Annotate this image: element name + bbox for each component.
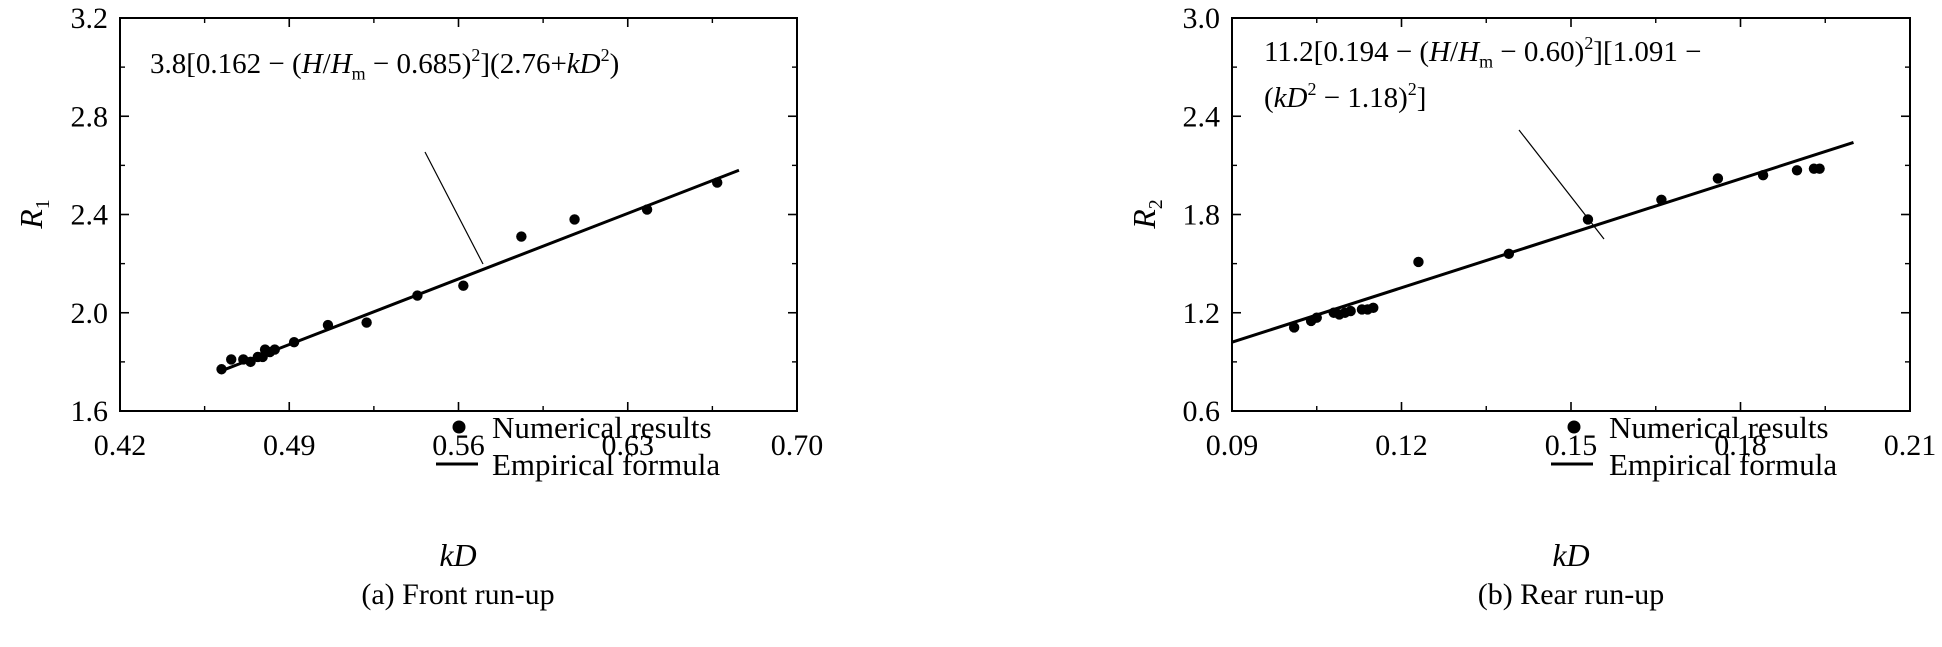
y-tick-label: 2.4 (1183, 100, 1221, 133)
formula-fragment: ( (1264, 82, 1274, 114)
data-point (1345, 305, 1356, 317)
y-axis-label-main: R (13, 209, 49, 230)
data-point (226, 354, 237, 365)
formula-fragment: m (1479, 51, 1493, 71)
formula-fragment: 11.2[0.194 − ( (1264, 36, 1429, 68)
formula-fragment: / (1450, 36, 1459, 68)
formula-fragment: ) (610, 48, 620, 80)
annotation-leader-line (1518, 129, 1605, 240)
y-axis-label-main: R (1126, 209, 1162, 230)
empirical-formula-line (218, 168, 740, 374)
formula-annotation-line: (kD2​ − 1.18)2​] (1264, 79, 1426, 114)
formula-fragment: 2 (1408, 79, 1417, 99)
plot-frame (1231, 17, 1911, 412)
formula-fragment: 2 (1308, 79, 1317, 99)
legend-label-line: Empirical formula (492, 447, 720, 482)
formula-fragment: ][1.091 − (1593, 36, 1701, 68)
y-tick-label: 1.6 (71, 395, 109, 428)
x-tick-label: 0.09 (1206, 429, 1259, 462)
legend-label-points: Numerical results (1609, 410, 1829, 445)
formula-fragment: kD (567, 48, 601, 80)
y-tick-label: 1.8 (1183, 199, 1221, 232)
y-tick-label: 2.4 (71, 199, 109, 232)
formula-fragment: ](2.76+ (480, 48, 566, 80)
data-point (1712, 173, 1724, 184)
data-point (1288, 322, 1300, 333)
data-point (458, 280, 469, 291)
y-tick-label: 2.8 (71, 100, 109, 133)
data-point (569, 214, 580, 225)
x-tick-label: 0.49 (263, 429, 316, 462)
formula-fragment: − 1.18) (1316, 82, 1407, 114)
formula-fragment: 2 (601, 45, 610, 65)
x-axis-label: kD (439, 537, 476, 573)
data-point (1814, 163, 1825, 174)
panel-caption: (b) Rear run-up (1478, 578, 1665, 611)
x-tick-label: 0.21 (1884, 429, 1937, 462)
x-tick-label: 0.56 (432, 429, 485, 462)
data-point (1368, 302, 1379, 314)
formula-fragment: 3.8[0.162 − ( (150, 48, 302, 80)
x-tick-label: 0.42 (94, 429, 147, 462)
legend-label-line: Empirical formula (1609, 447, 1837, 482)
formula-fragment: H (1428, 36, 1452, 68)
formula-fragment: ] (1417, 82, 1427, 114)
formula-annotation-line: 11.2[0.194 − (H/Hm​ − 0.60)2​][1.091 − (1264, 33, 1701, 72)
x-tick-label: 0.70 (771, 429, 824, 462)
y-tick-label: 0.6 (1183, 395, 1221, 428)
legend-label-points: Numerical results (492, 410, 712, 445)
x-axis-label: kD (1552, 537, 1589, 573)
formula-fragment: 2 (1584, 33, 1593, 53)
formula-fragment: H (301, 48, 325, 80)
x-tick-label: 0.18 (1714, 429, 1767, 462)
legend-marker-points (452, 420, 466, 434)
y-axis-label-sub: 1 (32, 199, 54, 209)
x-tick-label: 0.15 (1545, 429, 1598, 462)
data-point (361, 317, 372, 328)
formula-fragment: / (323, 48, 332, 80)
annotation-leader-line (424, 151, 484, 265)
data-point (516, 231, 527, 242)
formula-fragment: kD (1274, 82, 1308, 114)
x-tick-label: 0.63 (602, 429, 655, 462)
panel-caption: (a) Front run-up (361, 578, 554, 611)
formula-fragment: H (1457, 36, 1481, 68)
x-tick-label: 0.12 (1375, 429, 1428, 462)
y-tick-label: 3.2 (71, 2, 109, 35)
formula-fragment: 2 (471, 45, 480, 65)
chart-panel-b: 0.09 0.12 0.15 0.18 0.210.61.21.82.43.0kDR2(… (1126, 2, 1936, 611)
data-point (1413, 256, 1424, 268)
chart-panel-a: 0.42 0.49 0.56 0.63 0.70 1.6 2.0 2.4 2.8 3.2 kD R1 (… (13, 2, 823, 611)
data-point (1791, 165, 1803, 176)
y-tick-label: 3.0 (1183, 2, 1221, 35)
formula-fragment: − 0.685) (366, 48, 472, 80)
y-axis-label: R1 (13, 199, 54, 230)
formula-fragment: m (352, 63, 366, 83)
formula-fragment: H (330, 48, 354, 80)
formula-fragment: − 0.60) (1493, 36, 1584, 68)
y-axis-label-sub: 2 (1145, 199, 1167, 209)
empirical-formula-line (1231, 141, 1854, 344)
y-tick-label: 1.2 (1183, 297, 1221, 330)
y-tick-label: 2.0 (71, 297, 109, 330)
y-axis-label: R2 (1126, 199, 1167, 230)
formula-annotation: 3.8[0.162 − (H/Hm​ − 0.685)2​](2.76+kD2​… (150, 45, 619, 84)
legend-marker-points (1567, 420, 1581, 434)
